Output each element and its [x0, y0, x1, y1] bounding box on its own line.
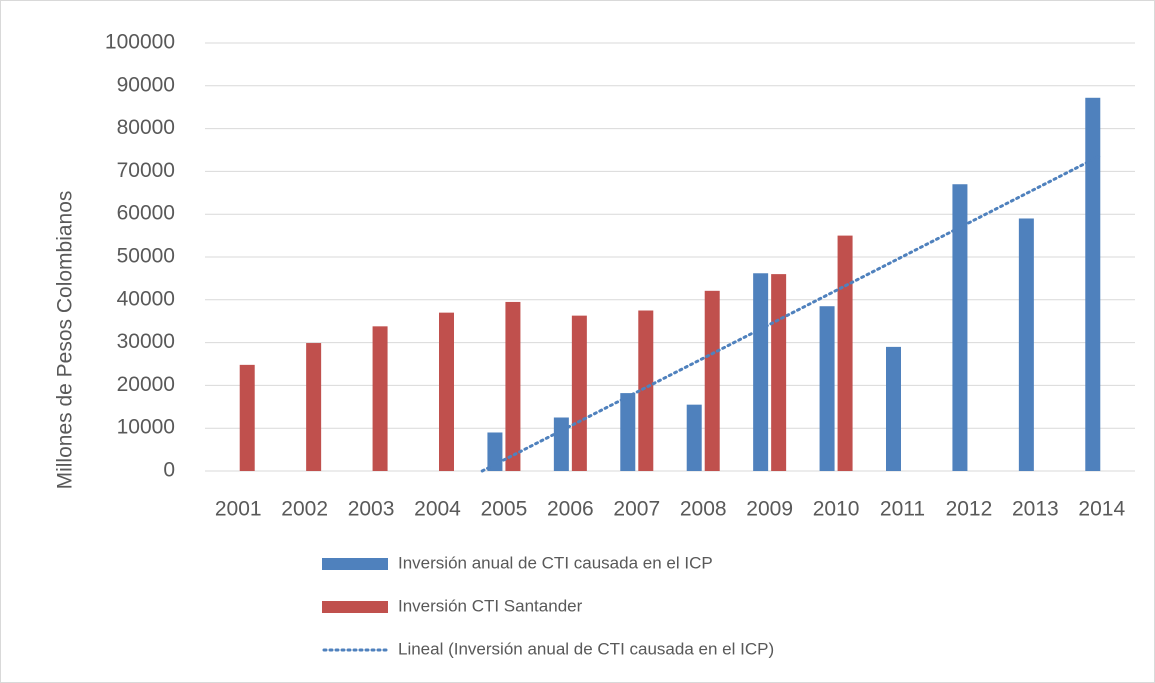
y-tick-label: 50000	[117, 245, 175, 268]
x-tick-label: 2002	[281, 498, 328, 521]
bar	[239, 364, 255, 471]
legend-label: Lineal (Inversión anual de CTI causada e…	[398, 639, 774, 658]
x-tick-label: 2010	[813, 498, 860, 521]
y-axis-title: Millones de Pesos Colombianos	[54, 191, 77, 490]
bar	[886, 346, 901, 471]
trendline	[480, 153, 1104, 473]
bar	[1018, 218, 1034, 471]
bar	[571, 315, 587, 471]
x-tick-label: 2013	[1012, 498, 1059, 521]
bar	[306, 343, 322, 471]
bar	[372, 326, 388, 471]
x-tick-label: 2011	[880, 498, 925, 521]
y-tick-label: 20000	[117, 373, 175, 396]
y-tick-label: 10000	[117, 416, 175, 439]
y-tick-label: 100000	[105, 31, 175, 54]
legend-label: Inversión CTI Santander	[398, 596, 583, 615]
bar	[620, 393, 636, 471]
bar	[837, 235, 853, 471]
legend-label: Inversión anual de CTI causada en el ICP	[398, 553, 713, 572]
bar	[753, 273, 769, 471]
legend-swatch	[322, 558, 388, 570]
bar	[704, 290, 720, 471]
x-tick-label: 2004	[414, 498, 461, 521]
y-tick-label: 70000	[117, 159, 175, 182]
legend-swatch	[322, 601, 388, 613]
y-tick-label: 0	[163, 459, 175, 482]
y-tick-label: 90000	[117, 73, 175, 96]
x-tick-label: 2007	[613, 498, 660, 521]
bar	[505, 301, 521, 471]
bar	[771, 274, 787, 471]
x-tick-label: 2001	[215, 498, 262, 521]
y-tick-label: 60000	[117, 202, 175, 225]
x-tick-label: 2006	[547, 498, 594, 521]
bar	[819, 306, 835, 471]
x-tick-label: 2009	[746, 498, 793, 521]
bar	[439, 312, 454, 471]
bar	[638, 310, 654, 471]
x-tick-label: 2003	[348, 498, 395, 521]
y-tick-label: 30000	[117, 330, 175, 353]
bar	[686, 404, 702, 471]
x-tick-label: 2008	[680, 498, 727, 521]
bar	[553, 417, 569, 471]
y-tick-label: 40000	[117, 287, 175, 310]
x-tick-label: 2012	[946, 498, 993, 521]
y-tick-label: 80000	[117, 116, 175, 139]
x-tick-label: 2005	[481, 498, 528, 521]
bar	[1085, 97, 1101, 471]
bar	[952, 184, 968, 472]
x-tick-label: 2014	[1078, 498, 1125, 521]
